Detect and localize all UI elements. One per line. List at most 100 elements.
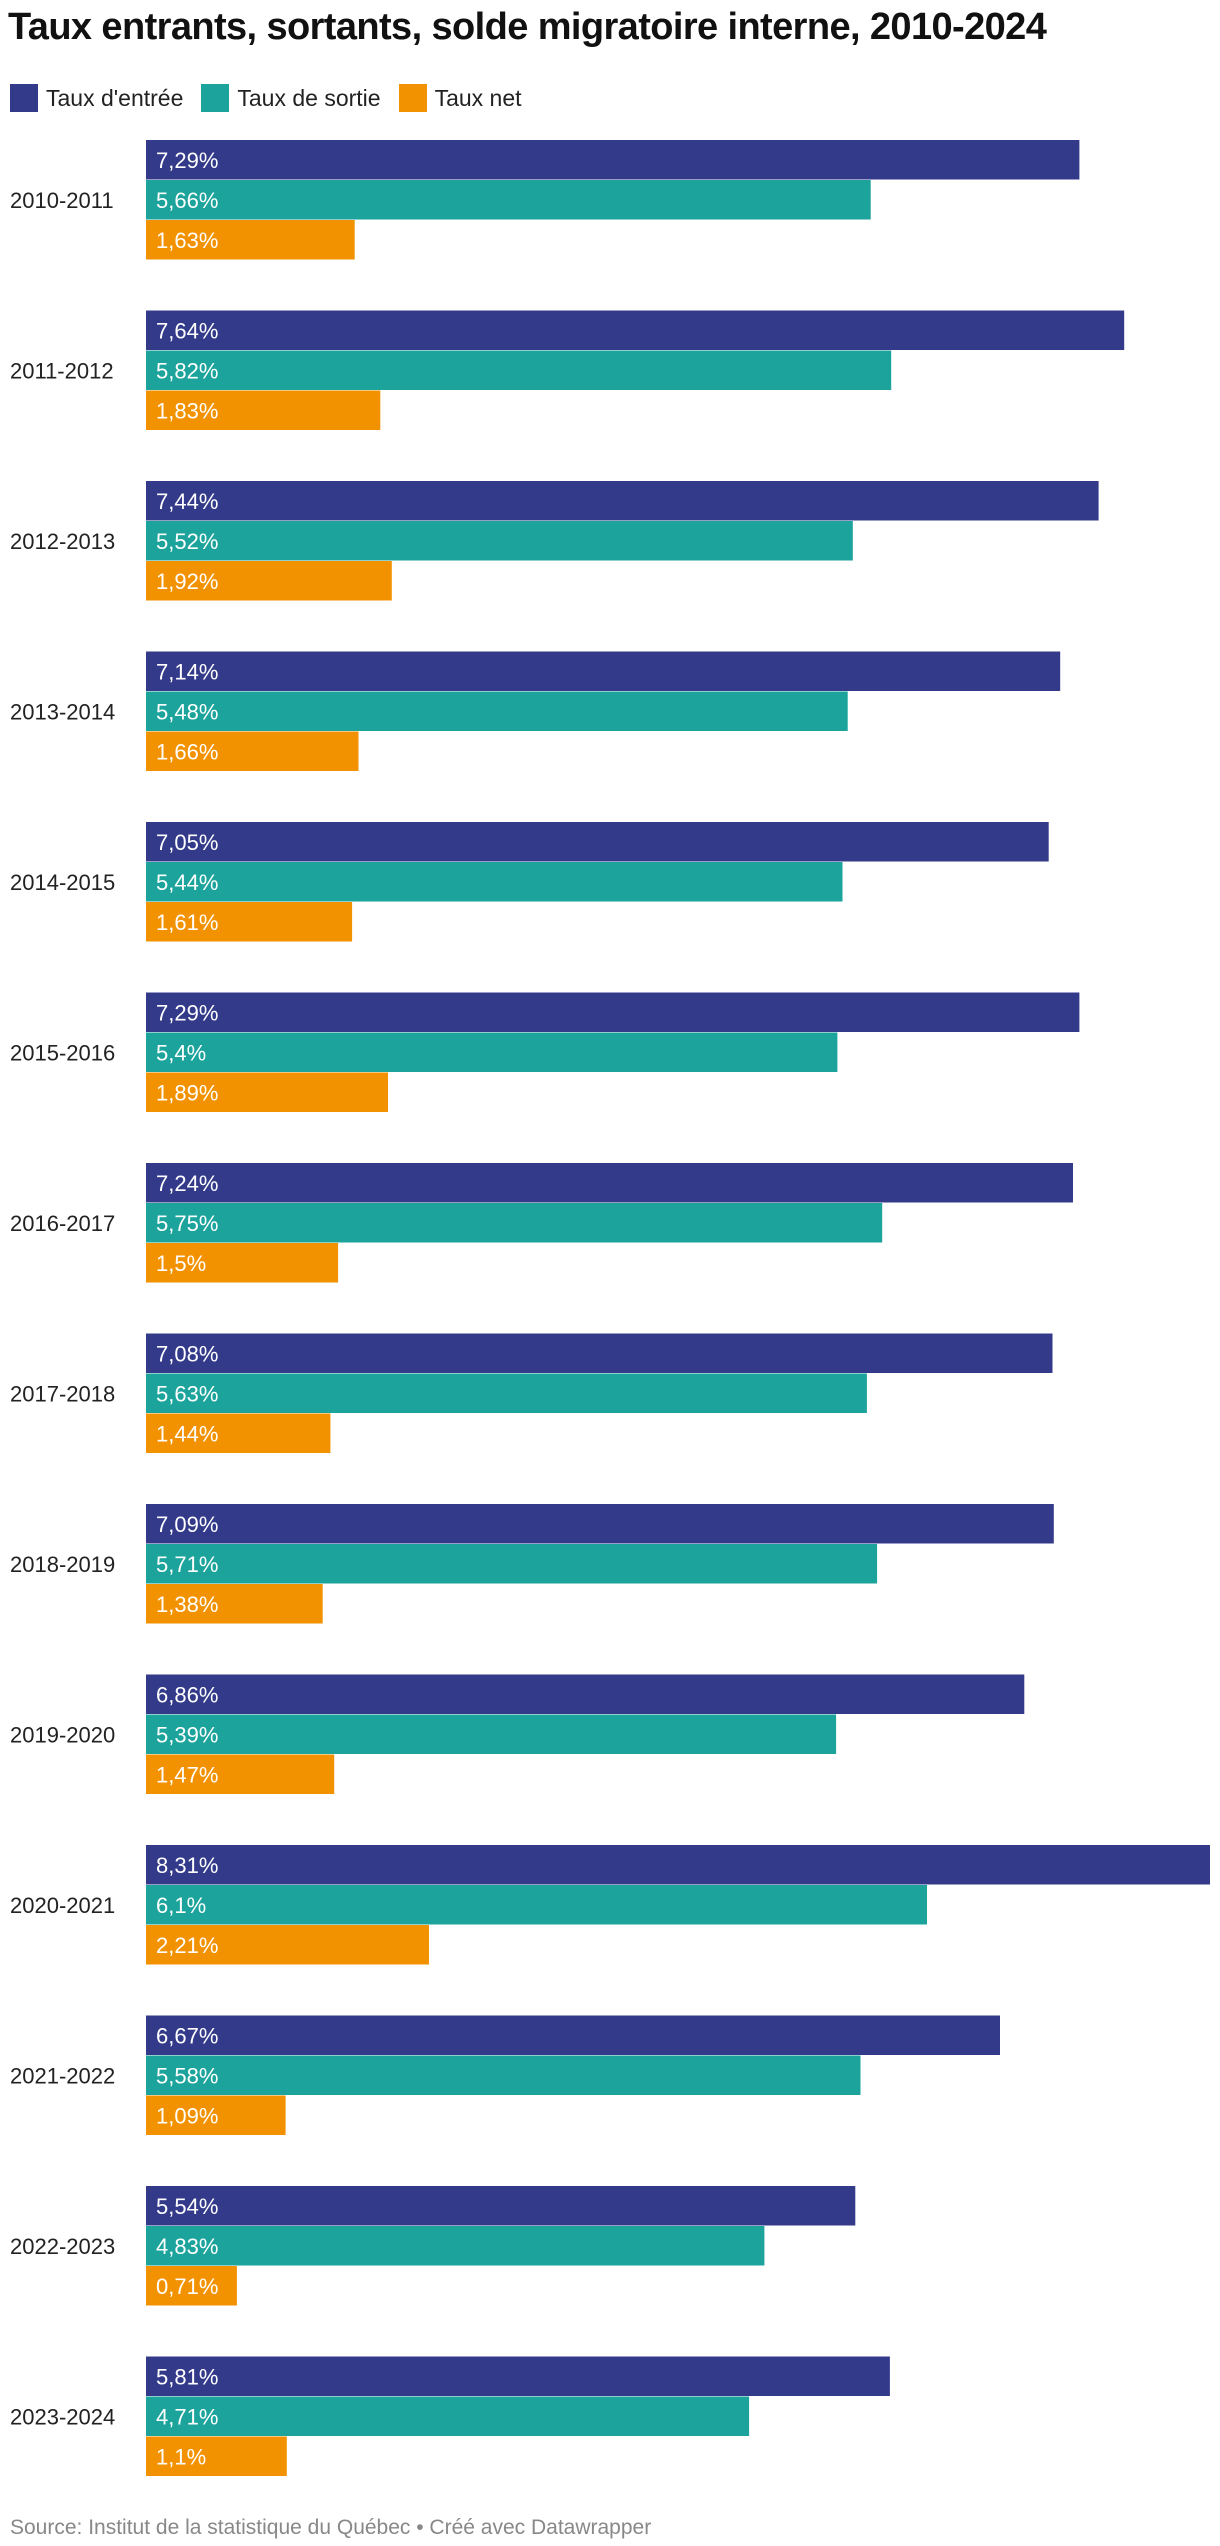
bar-group-2015-2016: 2015-2016 7,29% 5,4% 1,89%	[10, 992, 1080, 1112]
bar-entree	[146, 1163, 1073, 1203]
category-label: 2014-2015	[10, 870, 115, 895]
bar-group-2016-2017: 2016-2017 7,24% 5,75% 1,5%	[10, 1163, 1073, 1283]
bar-net	[146, 1584, 323, 1624]
bar-sortie	[146, 1032, 838, 1072]
data-label: 1,09%	[156, 2103, 218, 2128]
bar-group-2020-2021: 2020-2021 8,31% 6,1% 2,21%	[10, 1845, 1210, 1965]
data-label: 7,29%	[156, 1000, 218, 1025]
bar-group-2023-2024: 2023-2024 5,81% 4,71% 1,1%	[10, 2356, 890, 2476]
bar-entree	[146, 140, 1080, 180]
bar-net	[146, 390, 381, 430]
bar-net	[146, 1413, 331, 1453]
bar-entree	[146, 1333, 1053, 1373]
data-label: 4,83%	[156, 2234, 218, 2259]
bar-entree	[146, 1504, 1054, 1544]
category-label: 2020-2021	[10, 1893, 115, 1918]
bar-sortie	[146, 521, 853, 561]
bar-sortie	[146, 350, 892, 390]
bar-group-2017-2018: 2017-2018 7,08% 5,63% 1,44%	[10, 1333, 1053, 1453]
data-label: 1,38%	[156, 1592, 218, 1617]
bar-sortie	[146, 691, 848, 731]
data-label: 1,92%	[156, 569, 218, 594]
data-label: 6,1%	[156, 1893, 206, 1918]
data-label: 5,82%	[156, 358, 218, 383]
bar-group-2011-2012: 2011-2012 7,64% 5,82% 1,83%	[10, 310, 1125, 430]
category-label: 2010-2011	[10, 188, 114, 213]
legend: Taux d'entrée Taux de sortie Taux net	[10, 84, 540, 112]
data-label: 0,71%	[156, 2274, 218, 2299]
category-label: 2018-2019	[10, 1552, 115, 1577]
category-label: 2019-2020	[10, 1723, 115, 1748]
bar-group-2021-2022: 2021-2022 6,67% 5,58% 1,09%	[10, 2015, 1000, 2135]
category-label: 2011-2012	[10, 359, 114, 384]
data-label: 4,71%	[156, 2404, 218, 2429]
bar-net	[146, 2436, 287, 2476]
bar-group-2014-2015: 2014-2015 7,05% 5,44% 1,61%	[10, 822, 1049, 942]
data-label: 2,21%	[156, 1933, 218, 1958]
legend-item-net: Taux net	[398, 84, 522, 112]
chart-title: Taux entrants, sortants, solde migratoir…	[8, 6, 1047, 48]
data-label: 1,63%	[156, 228, 218, 253]
data-label: 5,66%	[156, 188, 218, 213]
bar-sortie	[146, 1373, 867, 1413]
data-label: 6,86%	[156, 1682, 218, 1707]
bar-sortie	[146, 1714, 837, 1754]
legend-label-net: Taux net	[434, 84, 522, 111]
category-label: 2022-2023	[10, 2234, 115, 2259]
category-label: 2021-2022	[10, 2064, 115, 2089]
bar-group-2022-2023: 2022-2023 5,54% 4,83% 0,71%	[10, 2186, 856, 2306]
data-label: 1,44%	[156, 1421, 218, 1446]
data-label: 1,61%	[156, 910, 218, 935]
data-label: 5,52%	[156, 529, 218, 554]
data-label: 7,09%	[156, 1512, 218, 1537]
bar-sortie	[146, 2396, 750, 2436]
bar-sortie	[146, 1544, 878, 1584]
data-label: 5,54%	[156, 2194, 218, 2219]
data-label: 7,44%	[156, 489, 218, 514]
data-label: 1,89%	[156, 1080, 218, 1105]
bar-net	[146, 2095, 286, 2135]
source-note: Source: Institut de la statistique du Qu…	[10, 2516, 652, 2539]
data-label: 7,24%	[156, 1171, 218, 1196]
legend-label-entree: Taux d'entrée	[46, 84, 184, 111]
bar-entree	[146, 1674, 1025, 1714]
bar-sortie	[146, 1203, 883, 1243]
bar-entree	[146, 2356, 890, 2396]
legend-swatch-sortie	[201, 84, 230, 112]
category-label: 2013-2014	[10, 700, 115, 725]
data-label: 5,71%	[156, 1552, 218, 1577]
data-label: 1,47%	[156, 1762, 218, 1787]
category-label: 2015-2016	[10, 1041, 115, 1066]
bar-entree	[146, 1845, 1210, 1885]
bar-entree	[146, 2186, 856, 2226]
data-label: 5,4%	[156, 1040, 206, 1065]
bar-entree	[146, 651, 1061, 691]
bar-net	[146, 1243, 339, 1283]
bar-group-2010-2011: 2010-2011 7,29% 5,66% 1,63%	[10, 140, 1080, 260]
legend-item-entree: Taux d'entrée	[10, 84, 183, 112]
data-label: 1,83%	[156, 398, 218, 423]
data-label: 5,39%	[156, 1722, 218, 1747]
bar-sortie	[146, 180, 871, 220]
bar-sortie	[146, 862, 843, 902]
legend-item-sortie: Taux de sortie	[201, 84, 381, 112]
data-label: 5,48%	[156, 699, 218, 724]
data-label: 1,1%	[156, 2444, 206, 2469]
data-label: 5,44%	[156, 870, 218, 895]
data-label: 5,58%	[156, 2063, 218, 2088]
category-label: 2017-2018	[10, 1382, 115, 1407]
bar-entree	[146, 2015, 1000, 2055]
category-label: 2016-2017	[10, 1211, 115, 1236]
bar-group-2013-2014: 2013-2014 7,14% 5,48% 1,66%	[10, 651, 1061, 771]
data-label: 5,63%	[156, 1381, 218, 1406]
bar-net	[146, 220, 355, 260]
bar-entree	[146, 481, 1099, 521]
bar-entree	[146, 992, 1080, 1032]
data-label: 6,67%	[156, 2023, 218, 2048]
data-label: 1,5%	[156, 1251, 206, 1276]
legend-swatch-entree	[10, 84, 38, 112]
bar-sortie	[146, 2055, 861, 2095]
bar-net	[146, 902, 353, 942]
data-label: 7,05%	[156, 830, 218, 855]
